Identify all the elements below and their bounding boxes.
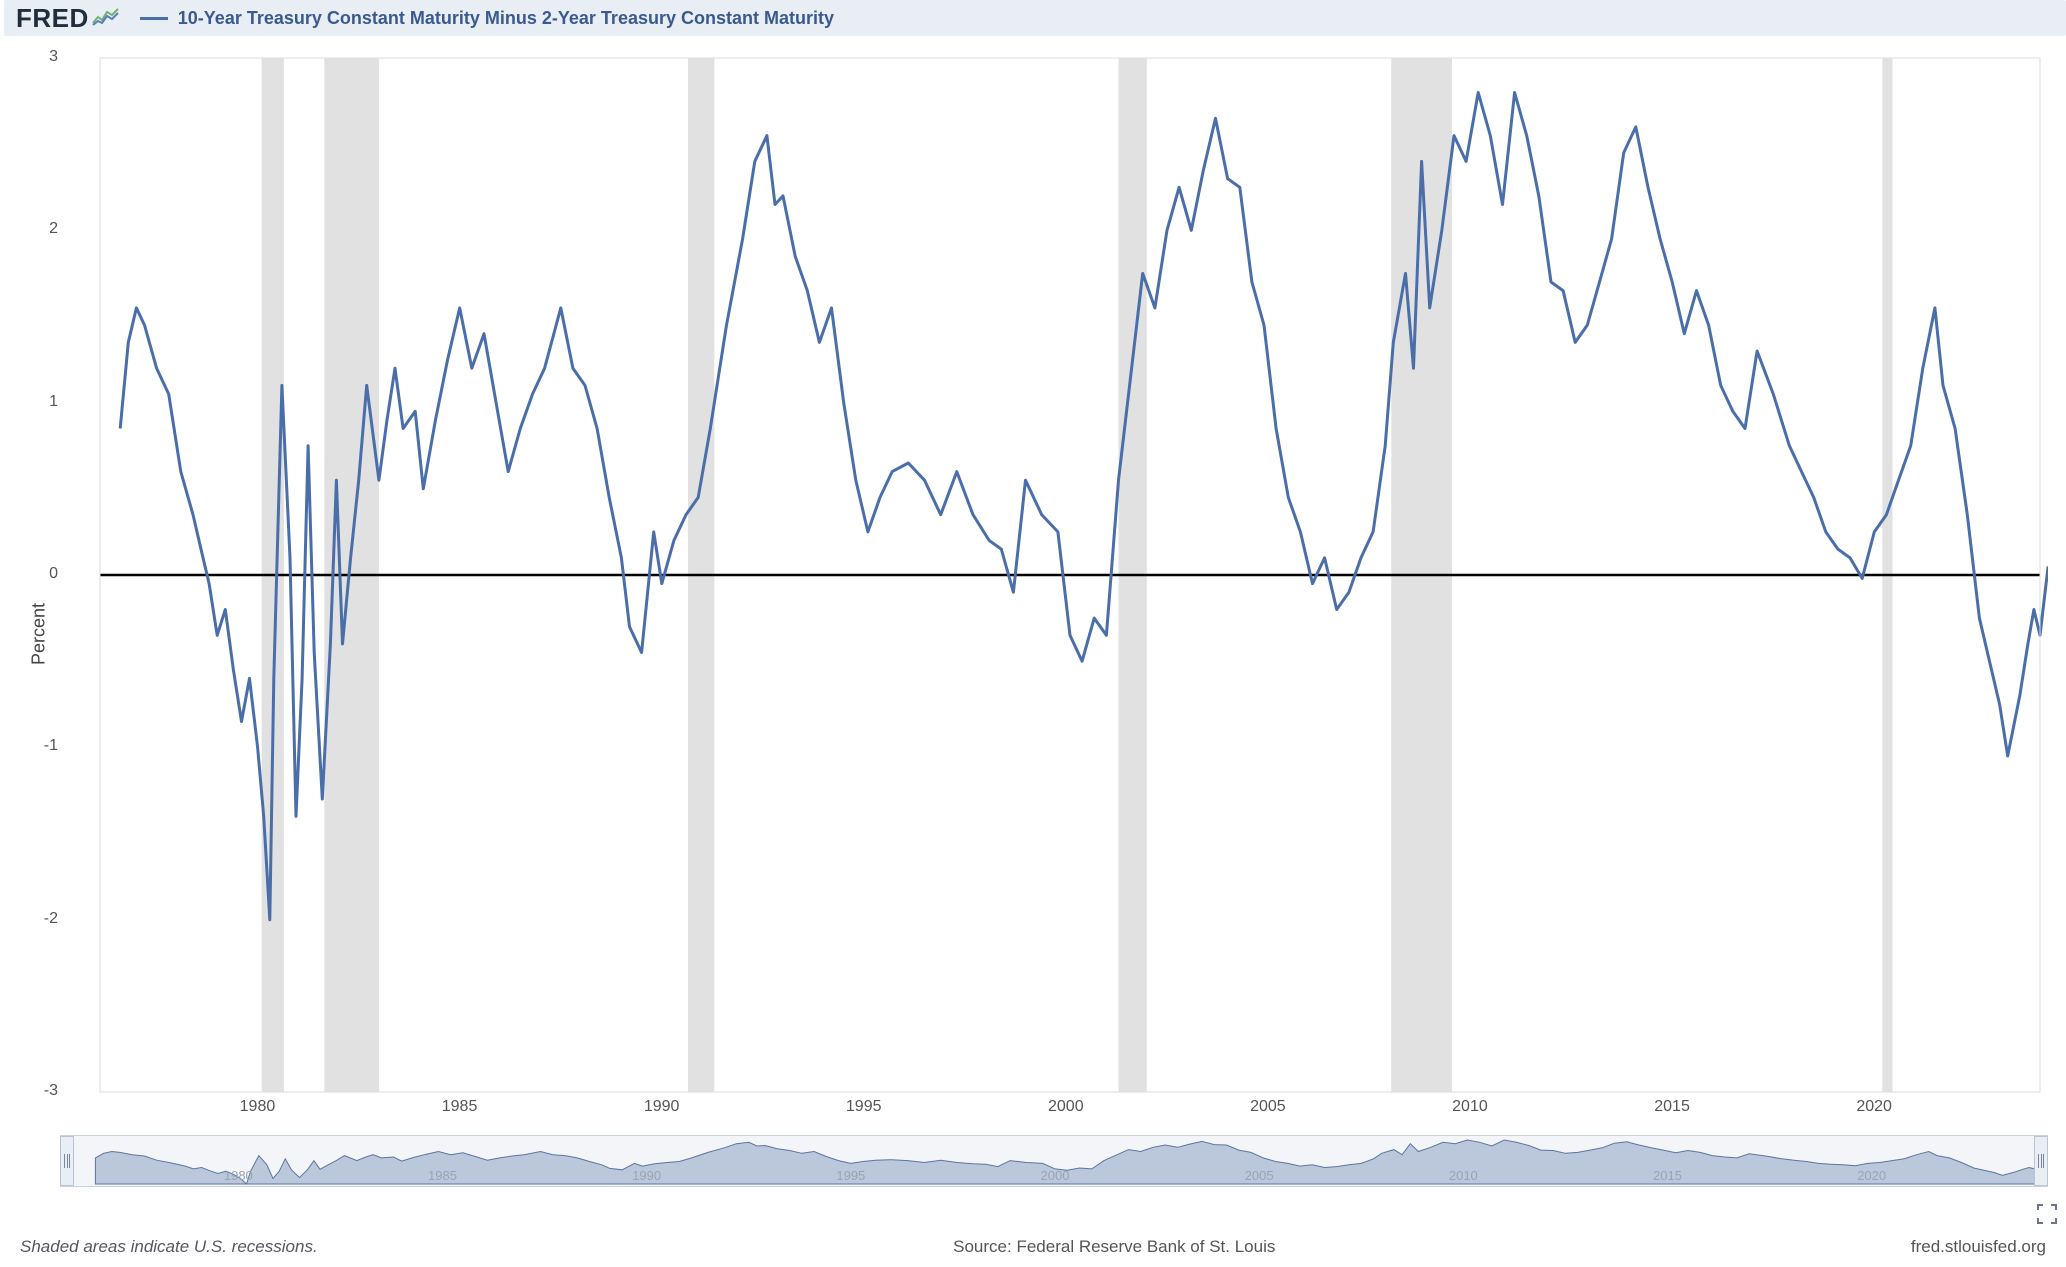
range-navigator[interactable]: 1980 1985 1990 1995 2000 2005 2010 2015 2020 bbox=[60, 1135, 2048, 1187]
x-tick: 2005 bbox=[1250, 1098, 1286, 1116]
chart-header: FRED 10-Year Treasury Constant Maturity … bbox=[4, 0, 2066, 36]
y-tick: -1 bbox=[36, 737, 58, 755]
x-tick: 2020 bbox=[1856, 1098, 1892, 1116]
x-tick: 2015 bbox=[1654, 1098, 1690, 1116]
x-tick: 1980 bbox=[240, 1098, 276, 1116]
svg-text:2015: 2015 bbox=[1653, 1168, 1682, 1183]
x-tick: 2000 bbox=[1048, 1098, 1084, 1116]
fred-logo-text: FRED bbox=[16, 3, 89, 34]
y-tick: 0 bbox=[36, 565, 58, 583]
y-tick: 3 bbox=[36, 48, 58, 66]
series-title: 10-Year Treasury Constant Maturity Minus… bbox=[178, 8, 834, 29]
main-chart bbox=[60, 48, 2048, 1128]
svg-text:1995: 1995 bbox=[836, 1168, 865, 1183]
navigator-svg: 1980 1985 1990 1995 2000 2005 2010 2015 2020 bbox=[61, 1136, 2049, 1188]
y-tick: -3 bbox=[36, 1082, 58, 1100]
x-tick: 1985 bbox=[442, 1098, 478, 1116]
svg-text:2000: 2000 bbox=[1041, 1168, 1070, 1183]
chart-svg bbox=[60, 48, 2048, 1128]
x-tick: 2010 bbox=[1452, 1098, 1488, 1116]
fred-logo: FRED bbox=[16, 3, 120, 34]
svg-text:2010: 2010 bbox=[1449, 1168, 1478, 1183]
fred-logo-icon bbox=[92, 3, 120, 23]
legend-swatch bbox=[140, 17, 168, 20]
svg-text:2005: 2005 bbox=[1245, 1168, 1274, 1183]
svg-text:1985: 1985 bbox=[428, 1168, 457, 1183]
y-tick: 2 bbox=[36, 220, 58, 238]
svg-text:1990: 1990 bbox=[632, 1168, 661, 1183]
nav-handle-right[interactable] bbox=[2034, 1136, 2048, 1186]
chart-footer: Shaded areas indicate U.S. recessions. S… bbox=[20, 1237, 2046, 1257]
y-tick: 1 bbox=[36, 393, 58, 411]
y-axis-label: Percent bbox=[29, 602, 50, 664]
svg-text:2020: 2020 bbox=[1857, 1168, 1886, 1183]
nav-handle-left[interactable] bbox=[60, 1136, 74, 1186]
source-note: Source: Federal Reserve Bank of St. Loui… bbox=[318, 1237, 1911, 1257]
x-tick: 1995 bbox=[846, 1098, 882, 1116]
recession-note: Shaded areas indicate U.S. recessions. bbox=[20, 1237, 318, 1257]
fred-url: fred.stlouisfed.org bbox=[1911, 1237, 2046, 1257]
x-tick: 1990 bbox=[644, 1098, 680, 1116]
svg-text:1980: 1980 bbox=[224, 1168, 253, 1183]
fullscreen-icon[interactable] bbox=[2036, 1203, 2058, 1225]
y-tick: -2 bbox=[36, 910, 58, 928]
